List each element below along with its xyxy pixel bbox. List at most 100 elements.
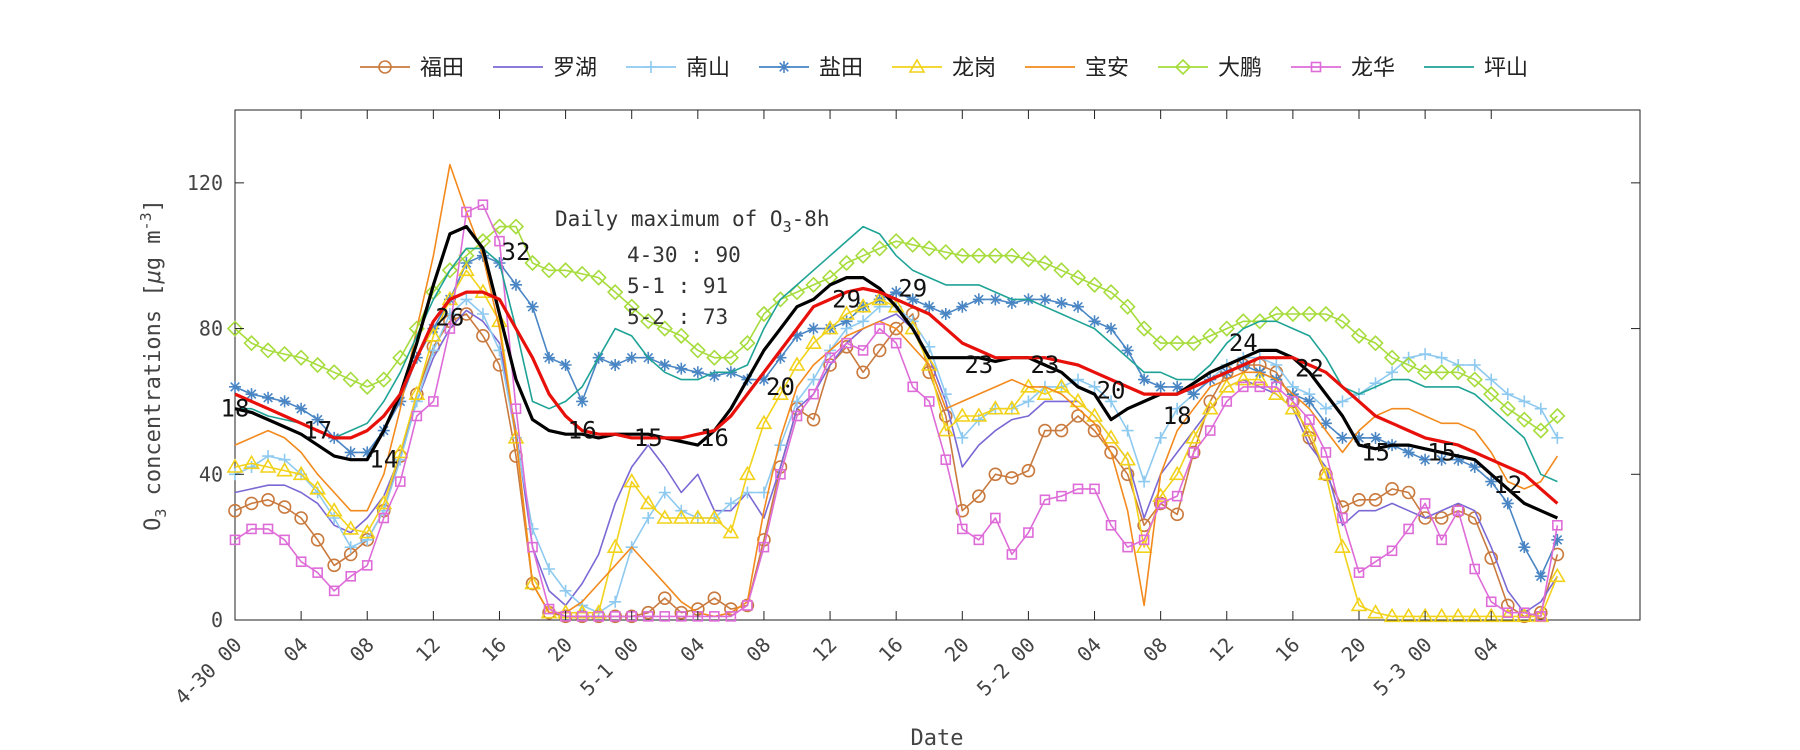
series-53575c71-point — [1105, 395, 1118, 408]
series-76d07530-point — [1055, 297, 1068, 310]
series-9f995c97-point — [1003, 400, 1021, 415]
series-9f995c97-point — [1515, 607, 1533, 623]
series-59279e4f-point — [1301, 305, 1318, 323]
series-798f7530-point — [1054, 423, 1069, 438]
annotation-title-rest: -8h — [792, 207, 830, 231]
series-798f7530-point — [1434, 511, 1449, 525]
series-59279e4f-point — [987, 247, 1004, 264]
series-59279e4f-point — [342, 371, 359, 388]
series-576a5c71-group — [235, 225, 1558, 483]
series-9f99534e-point — [675, 611, 687, 622]
series-53575c71-point — [1319, 402, 1332, 415]
series-59279e4f-point — [937, 243, 954, 261]
series-9f99534e-point — [1155, 498, 1166, 509]
series-9f99534e-point — [428, 396, 439, 407]
series-9f995c97-point — [1267, 385, 1285, 400]
series-9f99534e-point — [1320, 447, 1332, 458]
series-76d07530-point — [1518, 541, 1531, 554]
series-59279e4f-point — [1367, 335, 1384, 352]
series-798f7530-point — [244, 496, 259, 511]
series-9f99534e-point — [1089, 483, 1100, 495]
series-76d07530-point — [989, 293, 1002, 306]
series-9f99534e-point — [279, 534, 290, 546]
series-9f99534e-point — [907, 381, 919, 393]
series-59279e4f-point — [1284, 305, 1302, 323]
series-59279e4f-point — [1202, 327, 1219, 344]
series-9f99534e-point — [890, 337, 902, 349]
series-53575c71-point — [1171, 402, 1184, 415]
series-9f995c97-point — [705, 509, 723, 524]
value-label: 29 — [832, 285, 861, 313]
series-76d07530-point — [245, 388, 258, 401]
y-axis-label-rest: concentrations [ — [141, 283, 166, 508]
legend-label: 福田 — [420, 56, 464, 81]
series-76d07530-point — [559, 359, 572, 371]
value-label: 14 — [369, 446, 398, 474]
series-53575c71-point — [1468, 359, 1481, 371]
series-9f99534e-point — [1254, 381, 1266, 393]
series-9f99534e-point — [411, 410, 423, 422]
series-9f99534e-point — [295, 556, 307, 568]
series-59279e4f-point — [309, 356, 326, 374]
series-76d07530-point — [229, 380, 241, 393]
value-label: 12 — [1493, 471, 1522, 499]
series-9f995c97-point — [1482, 607, 1500, 623]
series-59279e4f-point — [921, 240, 938, 257]
black-mean-line-group — [234, 225, 1559, 520]
series-9f99534e-point — [923, 396, 935, 407]
series-798f7530-point — [228, 503, 242, 518]
series-76d07530-point — [708, 369, 721, 382]
series-76d07530-point — [1452, 453, 1465, 466]
series-76d07530-point — [1419, 453, 1432, 466]
series-59279e4f-point — [888, 233, 905, 250]
point-label-layer: 18 17 14 26 32 16 15 16 20 29 29 23 23 20 18 24 22 15 15 12 — [221, 238, 1523, 499]
series-53575c71-point — [344, 541, 357, 554]
series-9f995c97-point — [639, 494, 657, 510]
series-59279e4f-point — [1450, 364, 1467, 381]
series-59279e4f-point — [1532, 422, 1549, 439]
series-9f99534e-group — [229, 199, 1563, 622]
series-53575c71-point — [394, 453, 407, 466]
series-9f995c97-point — [1367, 604, 1384, 619]
series-9f995c97-point — [408, 385, 426, 400]
series-9f99534e-point — [609, 611, 621, 622]
series-9f995c97-point — [342, 520, 360, 535]
series-9f995c97-point — [1036, 385, 1054, 400]
series-53575c71-point — [923, 340, 936, 353]
series-53575c71-point — [1518, 395, 1531, 408]
series-9f995c97-point — [755, 414, 773, 430]
series-59279e4f-point — [706, 349, 723, 366]
series-9f99534e-point — [361, 560, 373, 571]
series-76d07530-point — [1072, 300, 1084, 313]
series-9f995c97-point — [689, 509, 707, 524]
series-53575c71-point — [1088, 380, 1101, 393]
series-9f995c97-point — [1416, 607, 1434, 623]
plot-area-frame — [234, 109, 1641, 621]
series-9f995c97-point — [325, 502, 343, 517]
series-9f995c97-point — [1218, 378, 1236, 393]
value-label: 17 — [303, 417, 332, 445]
series-9f995c97-point — [904, 319, 922, 335]
series-798f7530-point — [1352, 492, 1366, 507]
series-59279e4f-point — [805, 276, 822, 293]
series-53575c71-point — [1022, 395, 1035, 408]
series-9f995c97-point — [243, 454, 260, 470]
series-76d07530-point — [757, 373, 770, 386]
series-9f99534e-point — [1386, 545, 1398, 557]
series-59279e4f-point — [1516, 411, 1533, 428]
y-axis-label: O3 concentrations [μg m-3] — [137, 199, 170, 531]
series-76d07530-point — [1551, 533, 1564, 546]
series-798f7530-point — [674, 605, 689, 620]
series-59279e4f-point — [1003, 247, 1021, 264]
series-9f99534e-point — [345, 570, 357, 582]
value-label: 20 — [1097, 377, 1126, 405]
series-53575c71-point — [559, 584, 572, 597]
series-53575c71-point — [1336, 395, 1349, 408]
series-9f995c97-point — [524, 574, 541, 590]
value-label: 23 — [964, 351, 993, 379]
series-798f7530-point — [1368, 492, 1383, 507]
series-9f99534e-point — [1271, 381, 1282, 393]
series-76d07530-point — [1154, 380, 1167, 393]
series-9f995c97-point — [970, 407, 988, 422]
series-798f7530-point — [1500, 598, 1515, 613]
